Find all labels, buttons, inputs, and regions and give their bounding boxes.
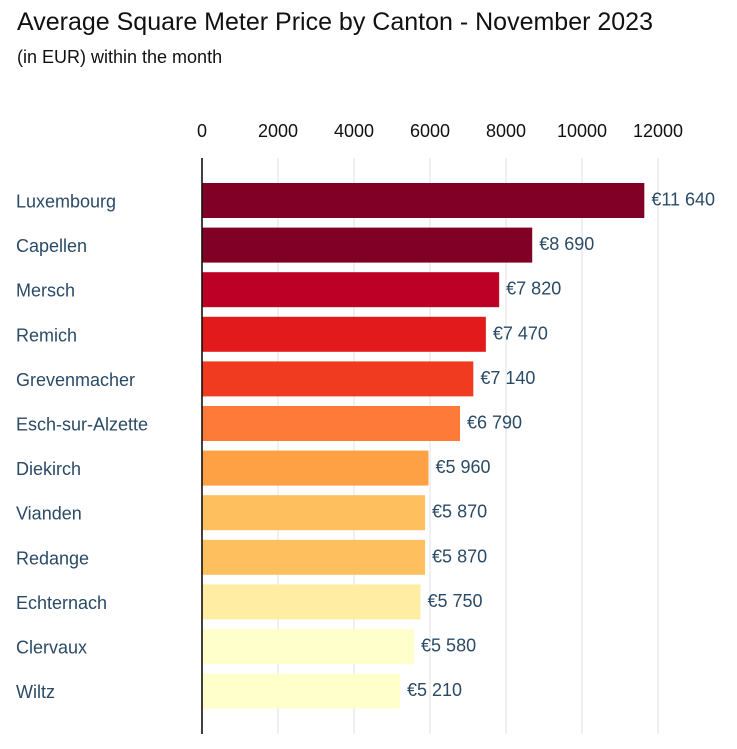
x-tick-label: 12000	[633, 121, 683, 141]
value-label: €5 870	[432, 502, 487, 522]
value-label: €5 210	[407, 680, 462, 700]
bar	[202, 495, 426, 531]
chart-title: Average Square Meter Price by Canton - N…	[17, 8, 653, 36]
x-tick-label: 0	[197, 121, 207, 141]
x-tick-label: 8000	[486, 121, 526, 141]
category-label: Luxembourg	[16, 192, 116, 212]
bar	[202, 272, 500, 308]
category-label: Redange	[16, 548, 89, 568]
bar	[202, 673, 400, 709]
bar	[202, 316, 486, 352]
category-label: Mersch	[16, 281, 75, 301]
x-tick-label: 10000	[557, 121, 607, 141]
category-label: Remich	[16, 325, 77, 345]
bars	[202, 183, 645, 709]
category-label: Echternach	[16, 593, 107, 613]
x-tick-label: 6000	[410, 121, 450, 141]
chart-subtitle: (in EUR) within the month	[17, 47, 223, 67]
category-label: Vianden	[16, 504, 82, 524]
category-label: Diekirch	[16, 459, 81, 479]
bar	[202, 183, 645, 218]
x-tick-label: 4000	[334, 121, 374, 141]
value-label: €7 140	[480, 368, 535, 388]
category-label: Wiltz	[16, 682, 55, 702]
value-label: €5 870	[432, 546, 487, 566]
value-label: €5 750	[428, 591, 483, 611]
bar	[202, 227, 533, 263]
value-label: €11 640	[651, 190, 715, 210]
value-label: €6 790	[467, 413, 522, 433]
value-label: €7 470	[493, 323, 548, 343]
x-tick-label: 2000	[258, 121, 298, 141]
category-label: Esch-sur-Alzette	[16, 415, 148, 435]
bar	[202, 406, 461, 441]
bar	[202, 584, 421, 620]
value-label: €5 960	[435, 457, 490, 477]
category-label: Capellen	[16, 236, 87, 256]
bar	[202, 361, 474, 397]
bar	[202, 450, 429, 486]
bar	[202, 539, 426, 575]
value-label: €8 690	[539, 234, 594, 254]
value-label: €5 580	[421, 636, 476, 656]
labels: 0 2000 4000 6000 8000 10000 12000 Luxembourg €11…	[16, 121, 715, 702]
bar	[202, 629, 415, 664]
value-label: €7 820	[506, 279, 561, 299]
category-label: Grevenmacher	[16, 370, 135, 390]
category-label: Clervaux	[16, 638, 87, 658]
